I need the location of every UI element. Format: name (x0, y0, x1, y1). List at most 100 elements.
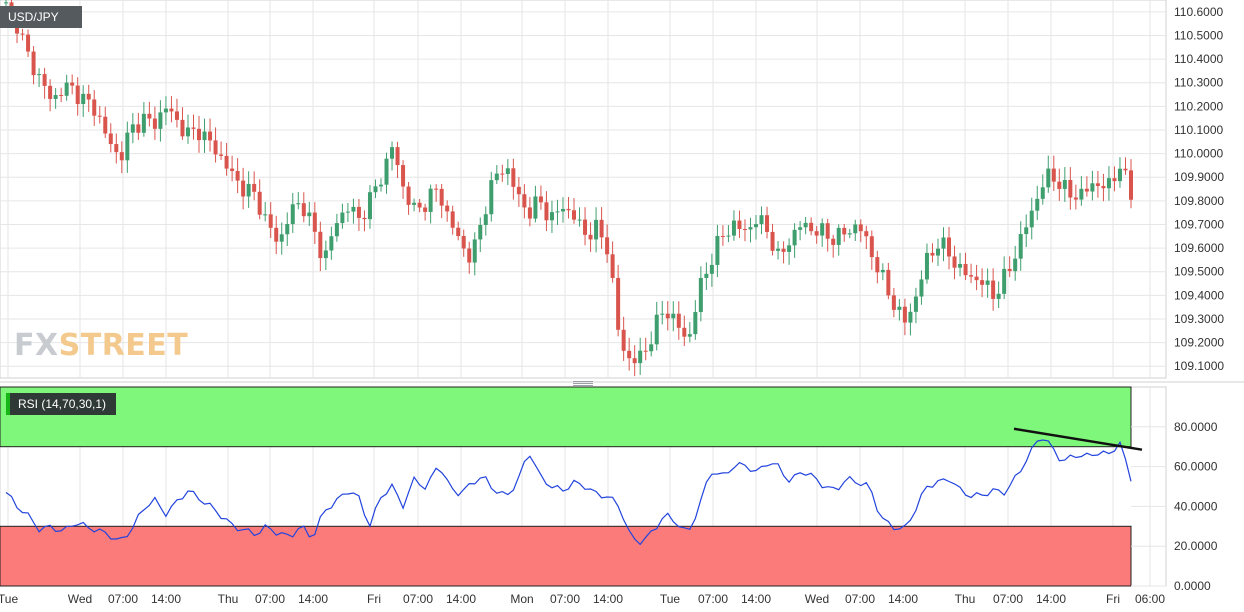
candle-body (748, 227, 753, 230)
candle-body (362, 217, 367, 220)
candle-body (241, 180, 246, 197)
candle-body (230, 168, 235, 171)
x-tick-label: 14:00 (298, 592, 328, 606)
candle-body (467, 248, 472, 263)
candle-body (141, 113, 146, 133)
rsi-y-tick-label: 0.0000 (1174, 579, 1211, 593)
candle-body (412, 202, 417, 205)
pane-resize-handle[interactable] (573, 381, 593, 387)
candle-body (698, 277, 703, 313)
x-tick-label: 07:00 (550, 592, 580, 606)
candle-body (489, 180, 494, 215)
candle-body (53, 95, 58, 99)
x-tick-label: 07:00 (993, 592, 1023, 606)
candle-body (820, 223, 825, 236)
candle-body (86, 93, 91, 100)
candle-body (643, 350, 648, 352)
candle-body (290, 204, 295, 225)
y-tick-label: 109.7000 (1174, 217, 1224, 231)
x-tick-label: Tue (660, 592, 681, 606)
x-tick-label: Fri (1106, 592, 1120, 606)
candle-body (765, 215, 770, 232)
candle-body (847, 233, 852, 235)
fxstreet-logo: FXSTREET (14, 328, 188, 363)
candle-body (439, 188, 444, 206)
candle-body (908, 311, 913, 323)
candle-body (445, 205, 450, 212)
candle-body (560, 208, 565, 212)
candle-body (246, 183, 251, 197)
candle-body (119, 152, 124, 161)
candle-body (406, 186, 411, 205)
x-tick-label: Wed (68, 592, 92, 606)
y-tick-label: 110.6000 (1174, 5, 1223, 19)
candle-body (1095, 183, 1100, 187)
candle-body (522, 194, 527, 208)
candle-body (191, 127, 196, 129)
y-tick-label: 109.8000 (1174, 194, 1224, 208)
candle-body (505, 168, 510, 174)
symbol-text: USD/JPY (8, 10, 59, 24)
candle-body (312, 212, 317, 232)
candle-body (952, 256, 957, 268)
candle-body (969, 275, 974, 277)
candle-body (461, 236, 466, 249)
rsi-line (5, 439, 1132, 546)
candle-body (1112, 178, 1117, 182)
x-tick-label: 07:00 (255, 592, 285, 606)
candle-body (478, 224, 483, 240)
candle-body (980, 280, 985, 285)
candle-body (902, 306, 907, 323)
candle-body (1035, 198, 1040, 211)
candle-body (715, 235, 720, 265)
logo-part-street: STREET (58, 328, 189, 363)
candle-body (516, 186, 521, 195)
candle-body (1029, 210, 1034, 228)
candle-body (450, 211, 455, 228)
candle-body (329, 236, 334, 251)
candle-body (257, 191, 262, 215)
candle-body (356, 206, 361, 218)
y-tick-label: 110.5000 (1174, 28, 1223, 42)
rsi-y-tick-label: 20.0000 (1174, 539, 1218, 553)
candle-body (152, 118, 157, 129)
candle-body (958, 263, 963, 268)
candle-body (538, 196, 543, 203)
candle-body (726, 235, 731, 237)
candle-body (869, 236, 874, 258)
candle-body (417, 202, 422, 208)
x-tick-label: 07:00 (698, 592, 728, 606)
candle-body (511, 168, 516, 187)
y-tick-label: 110.1000 (1174, 123, 1223, 137)
candle-body (891, 295, 896, 310)
rsi-label[interactable]: RSI (14,70,30,1) (6, 393, 116, 415)
rsi-y-tick-label: 60.0000 (1174, 460, 1218, 474)
candle-body (428, 188, 433, 212)
candle-body (390, 147, 395, 159)
y-tick-label: 109.6000 (1174, 241, 1224, 255)
candle-body (913, 296, 918, 312)
candle-body (1101, 186, 1106, 189)
candle-body (235, 170, 240, 181)
candle-body (555, 211, 560, 213)
x-tick-label: 06:00 (1135, 592, 1165, 606)
oversold-zone (0, 525, 1132, 587)
rsi-text: RSI (14,70,30,1) (18, 397, 107, 411)
candle-body (59, 95, 64, 97)
x-tick-label: 07:00 (845, 592, 875, 606)
y-tick-label: 109.9000 (1174, 170, 1224, 184)
candle-body (185, 127, 190, 137)
candle-body (500, 173, 505, 175)
candle-body (533, 196, 538, 219)
candle-body (638, 350, 643, 364)
candle-body (147, 113, 152, 119)
candle-body (809, 222, 814, 232)
candle-body (213, 140, 218, 155)
x-tick-label: 14:00 (151, 592, 181, 606)
candle-body (842, 227, 847, 235)
symbol-label[interactable]: USD/JPY (0, 6, 82, 28)
candle-body (1084, 188, 1089, 192)
candle-body (4, 2, 8, 4)
candle-body (318, 231, 323, 259)
candle-body (991, 280, 996, 299)
